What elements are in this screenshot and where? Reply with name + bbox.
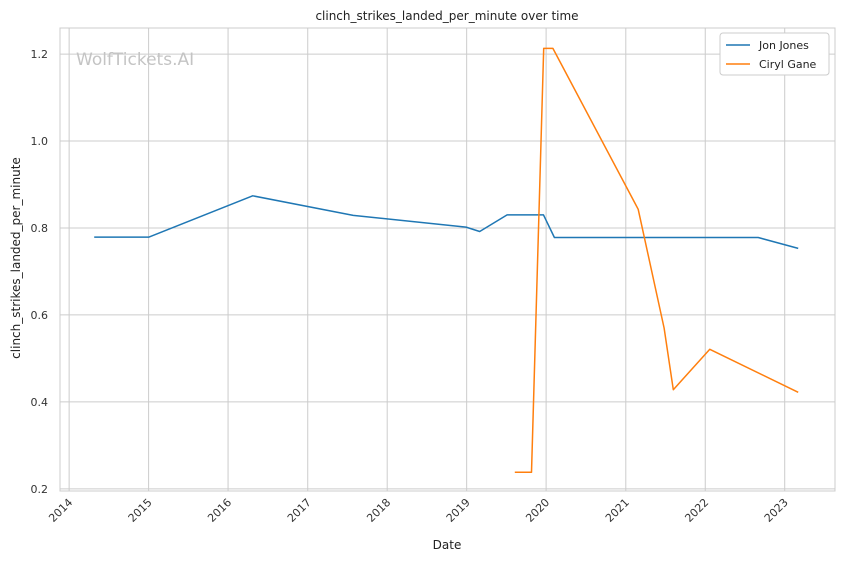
y-tick-label: 1.0 [31, 135, 49, 148]
legend: Jon Jones Ciryl Gane [719, 32, 830, 76]
y-tick-label: 0.2 [31, 483, 49, 496]
plot-area [59, 27, 836, 492]
legend-label: Jon Jones [758, 39, 809, 52]
y-tick-label: 0.4 [31, 396, 49, 409]
chart-title: clinch_strikes_landed_per_minute over ti… [315, 9, 578, 23]
series-lines [94, 47, 799, 474]
plot-background [59, 27, 836, 492]
watermark-text: WolfTickets.AI [76, 50, 194, 70]
y-tick-label: 0.6 [31, 309, 49, 322]
series-line-ciryl-gane [514, 47, 799, 474]
legend-label: Ciryl Gane [759, 58, 817, 71]
gridlines [60, 28, 835, 491]
series-line-jon-jones [94, 195, 799, 250]
x-axis-title: Date [433, 538, 462, 552]
y-tick-label: 0.8 [31, 222, 49, 235]
y-tick-label: 1.2 [31, 48, 49, 61]
y-axis-title: clinch_strikes_landed_per_minute [9, 157, 23, 359]
y-axis-ticks: 0.2 0.4 0.6 0.8 1.0 1.2 [31, 48, 49, 496]
